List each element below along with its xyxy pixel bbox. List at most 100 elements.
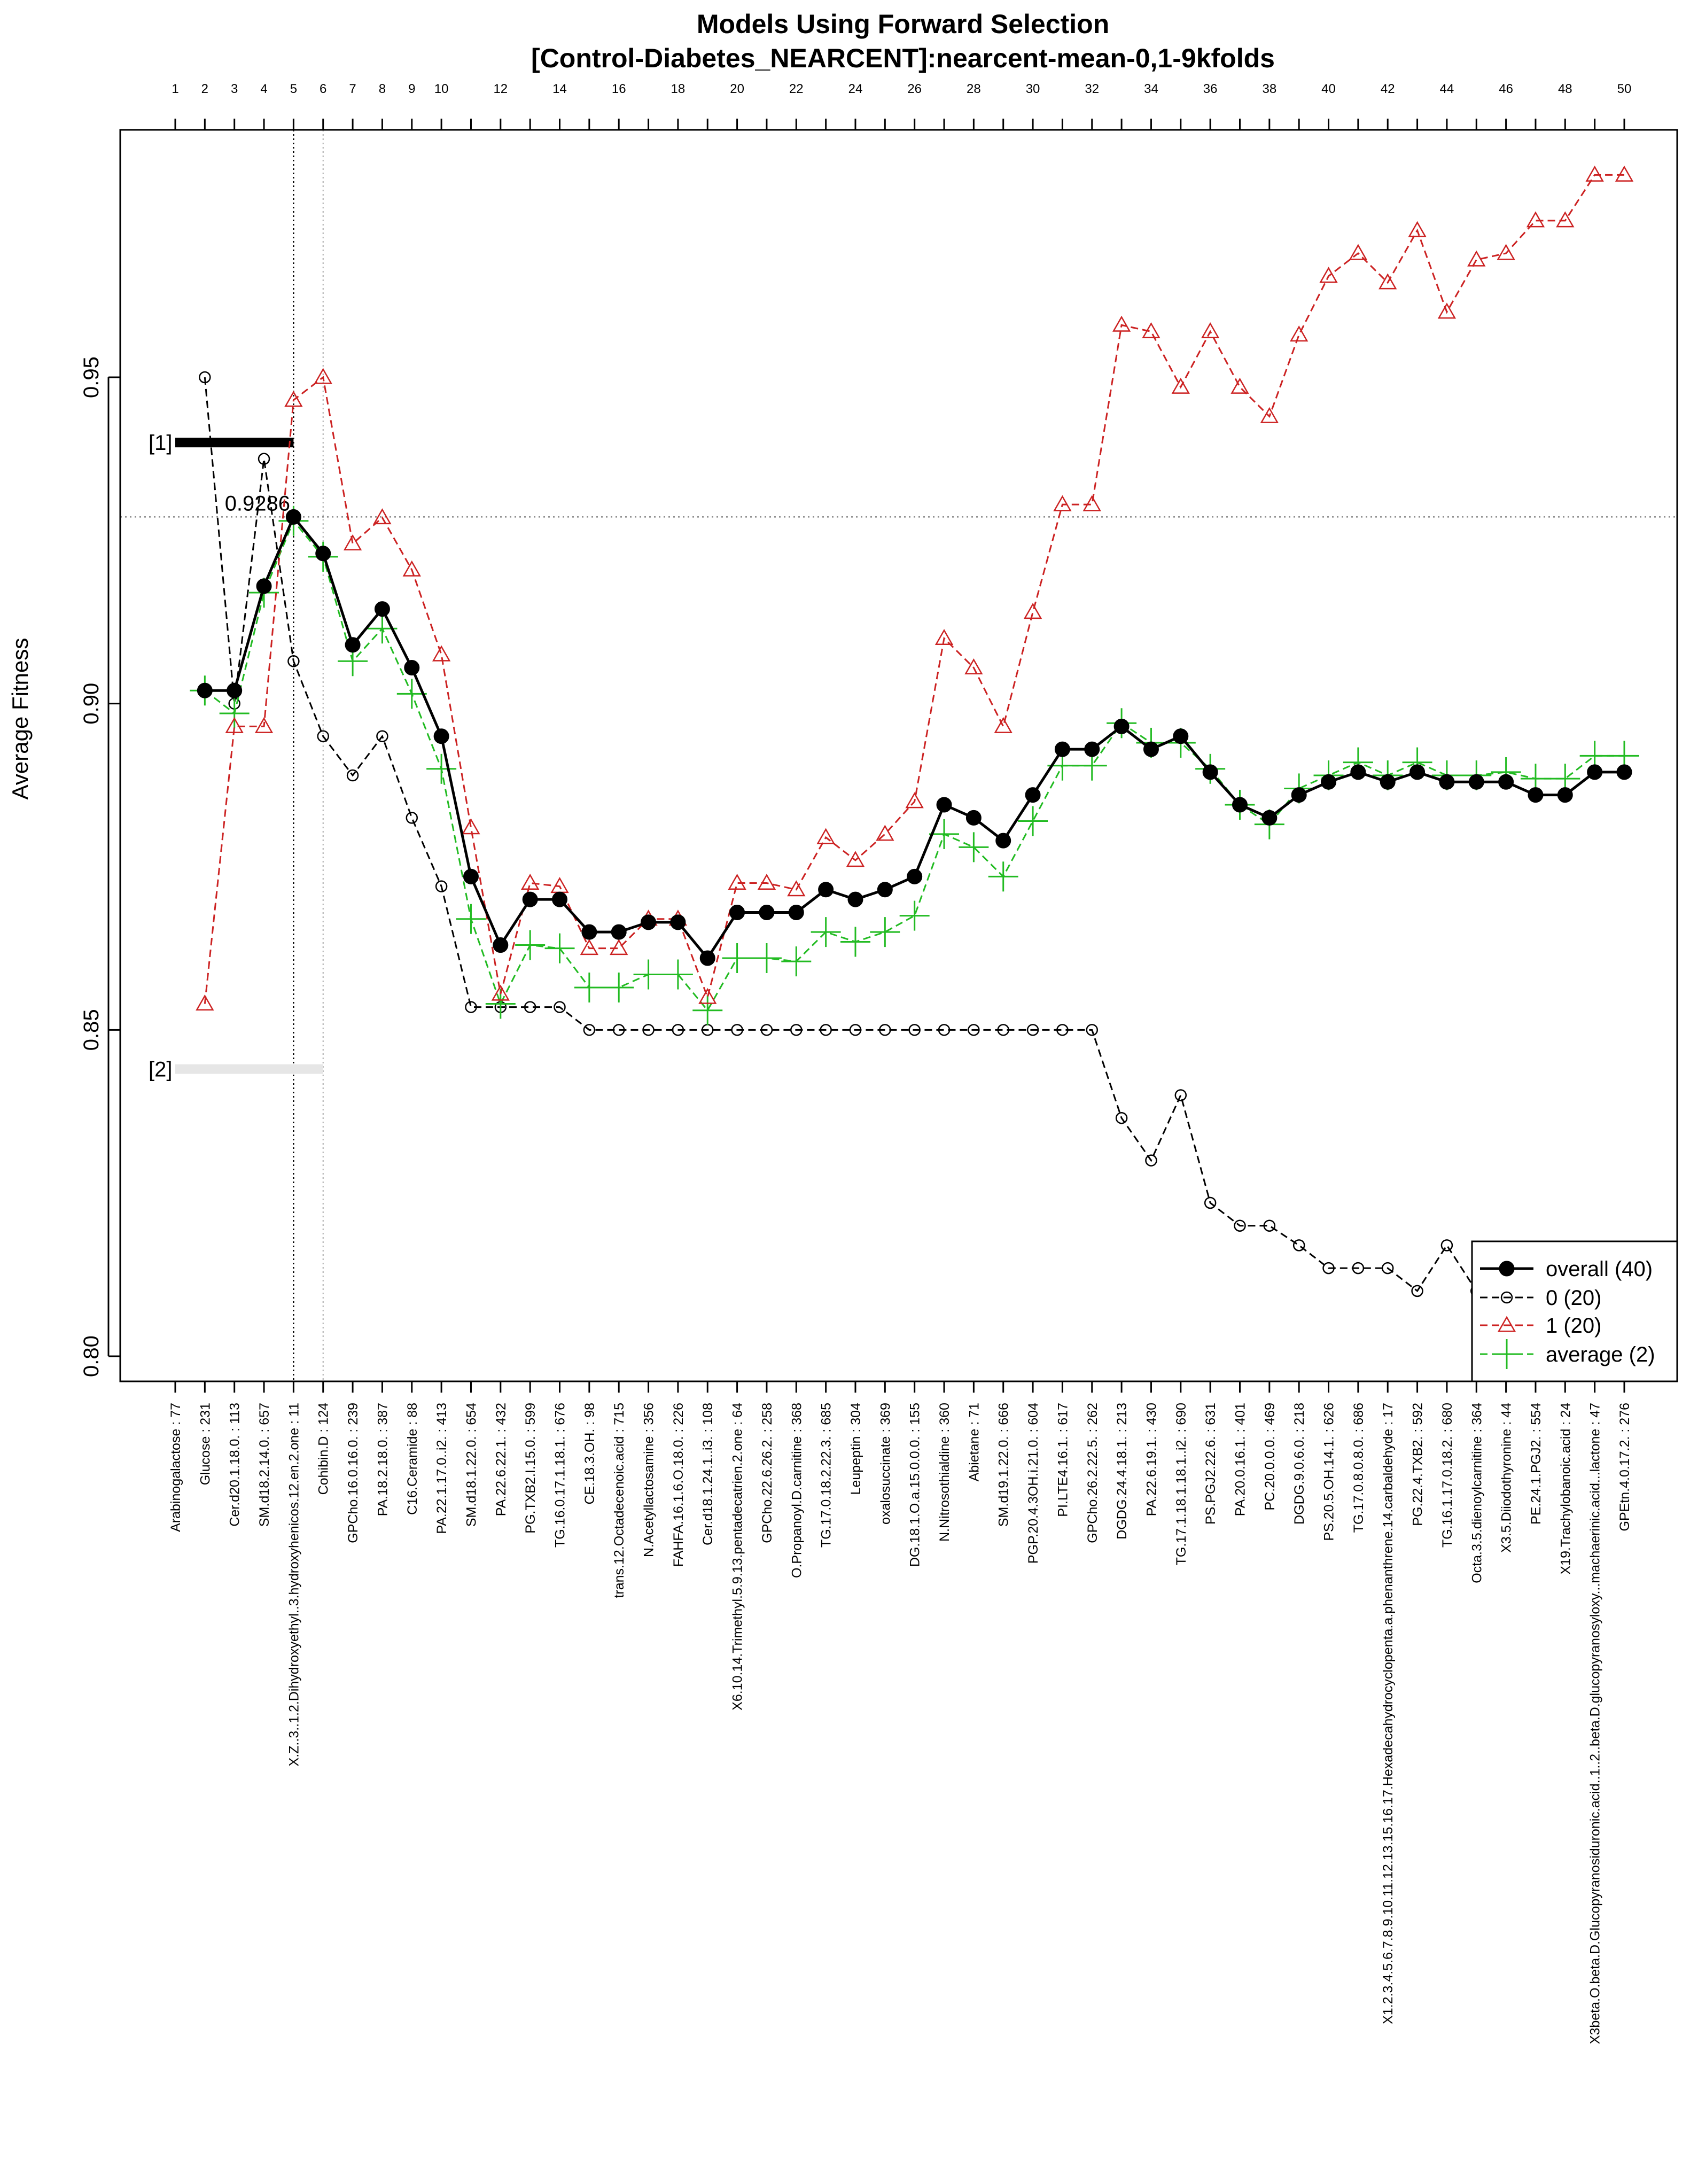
point-overall — [522, 891, 538, 907]
point-class-0 — [968, 1024, 980, 1036]
point-class-1 — [1082, 495, 1101, 511]
variable-label: O.Propanoyl.D.carnitine : 368 — [789, 1403, 804, 1578]
point-overall — [1439, 774, 1455, 790]
point-overall — [581, 924, 597, 940]
top-tick-label: 38 — [1262, 82, 1276, 96]
point-class-1 — [757, 874, 776, 890]
variable-label: PI.LTE4.16.1. : 617 — [1055, 1403, 1070, 1517]
point-class-1 — [1230, 377, 1249, 394]
point-class-1 — [373, 508, 392, 525]
point-class-0 — [908, 1024, 921, 1036]
point-class-1 — [1556, 211, 1575, 228]
point-overall — [1143, 741, 1159, 757]
point-overall — [641, 914, 657, 930]
top-tick-label: 10 — [434, 82, 449, 96]
top-tick-label: 50 — [1617, 82, 1632, 96]
point-overall — [965, 810, 982, 826]
legend-entry-3: average (2) — [1546, 1343, 1655, 1366]
top-tick-label: 7 — [349, 82, 356, 96]
top-tick-label: 48 — [1558, 82, 1572, 96]
top-tick-label: 46 — [1499, 82, 1513, 96]
point-average — [574, 972, 604, 1002]
point-overall — [729, 904, 745, 920]
top-tick-label: 40 — [1321, 82, 1336, 96]
top-tick-label: 26 — [907, 82, 922, 96]
data-series — [190, 165, 1639, 1363]
point-average — [219, 698, 250, 728]
point-class-1 — [1142, 322, 1161, 339]
top-tick-label: 5 — [290, 82, 297, 96]
point-class-1 — [521, 874, 540, 890]
point-overall — [1054, 741, 1070, 757]
range-label-2: [2] — [149, 1058, 172, 1082]
top-tick-label: 30 — [1026, 82, 1040, 96]
variable-label: CE.18.3.OH. : 98 — [582, 1403, 597, 1504]
top-tick-label: 34 — [1144, 82, 1158, 96]
legend-entry-2: 1 (20) — [1546, 1314, 1602, 1338]
variable-label: PG.22.4.TXB2. : 592 — [1411, 1403, 1426, 1526]
variable-label: TG.17.1.18.1.18.1..i2. : 690 — [1174, 1403, 1189, 1565]
point-overall — [1616, 764, 1632, 780]
point-overall — [1587, 764, 1603, 780]
variable-label: N.Acetyllactosamine : 356 — [642, 1403, 657, 1557]
point-class-1 — [994, 717, 1013, 733]
point-class-1 — [1053, 495, 1072, 511]
variable-label: PGP.20.4.3OH.i.21.0. : 604 — [1026, 1403, 1041, 1564]
point-overall — [699, 950, 715, 966]
point-average — [781, 946, 812, 977]
point-class-0 — [1026, 1024, 1039, 1036]
point-class-1 — [1437, 302, 1457, 319]
variable-label: GPCho.22.6.26.2. : 258 — [760, 1403, 775, 1543]
variable-label: X3beta.O.beta.D.Glucopyranosiduronic.aci… — [1588, 1403, 1603, 2044]
point-class-0 — [1292, 1239, 1305, 1252]
point-class-1 — [698, 988, 717, 1004]
point-class-1 — [787, 880, 806, 897]
point-class-0 — [1234, 1219, 1246, 1232]
point-average — [899, 900, 930, 931]
point-class-0 — [199, 371, 211, 384]
point-average — [692, 995, 723, 1025]
point-class-0 — [554, 1001, 566, 1013]
point-average — [929, 819, 960, 849]
legend-entry-0: overall (40) — [1546, 1257, 1653, 1281]
variable-label: PS.20.5.OH.14.1. : 626 — [1322, 1403, 1337, 1541]
top-tick-label: 4 — [260, 82, 267, 96]
point-class-1 — [225, 717, 244, 733]
point-overall — [345, 637, 361, 653]
point-overall — [1291, 787, 1307, 803]
series-line — [204, 174, 1624, 1004]
variable-label: Cer.d20.1.18.0. : 113 — [228, 1403, 243, 1527]
point-class-0 — [1440, 1239, 1453, 1252]
point-average — [456, 904, 486, 934]
variable-label: PC.20.0.0.0. : 469 — [1263, 1403, 1278, 1511]
point-class-1 — [934, 629, 954, 646]
variable-label: TG.17.0.18.2.22.3. : 685 — [819, 1403, 834, 1548]
point-class-0 — [731, 1024, 743, 1036]
point-overall — [1113, 718, 1130, 734]
point-class-0 — [287, 655, 300, 667]
top-tick-label: 12 — [493, 82, 508, 96]
top-tick-label: 18 — [671, 82, 686, 96]
variable-label: N.Nitrosothialdine : 360 — [937, 1403, 952, 1542]
point-class-1 — [1290, 325, 1309, 342]
point-class-1 — [1467, 250, 1486, 267]
point-overall — [256, 578, 272, 594]
legend-entry-1: 0 (20) — [1546, 1286, 1602, 1310]
point-overall — [374, 601, 390, 617]
point-class-1 — [1408, 221, 1427, 237]
chart-subtitle: [Control-Diabetes_NEARCENT]:nearcent-mea… — [531, 43, 1275, 73]
y-tick-label: 0.90 — [80, 683, 103, 725]
range-label-1: [1] — [149, 431, 172, 455]
variable-label: X.Z..3..1.2.Dihydroxyethyl..3.hydroxyhen… — [286, 1403, 301, 1766]
variable-label: DG.18.1.O.a.15.0.0.0. : 155 — [908, 1403, 923, 1567]
point-overall — [1202, 764, 1218, 780]
point-overall — [907, 868, 923, 884]
point-class-0 — [346, 769, 359, 782]
point-overall — [877, 882, 893, 898]
point-overall — [433, 728, 449, 744]
point-class-0 — [672, 1024, 684, 1036]
variable-label: C16.Ceramide : 88 — [405, 1403, 420, 1515]
point-average — [870, 917, 900, 947]
point-class-1 — [905, 792, 924, 809]
point-overall — [493, 937, 509, 953]
